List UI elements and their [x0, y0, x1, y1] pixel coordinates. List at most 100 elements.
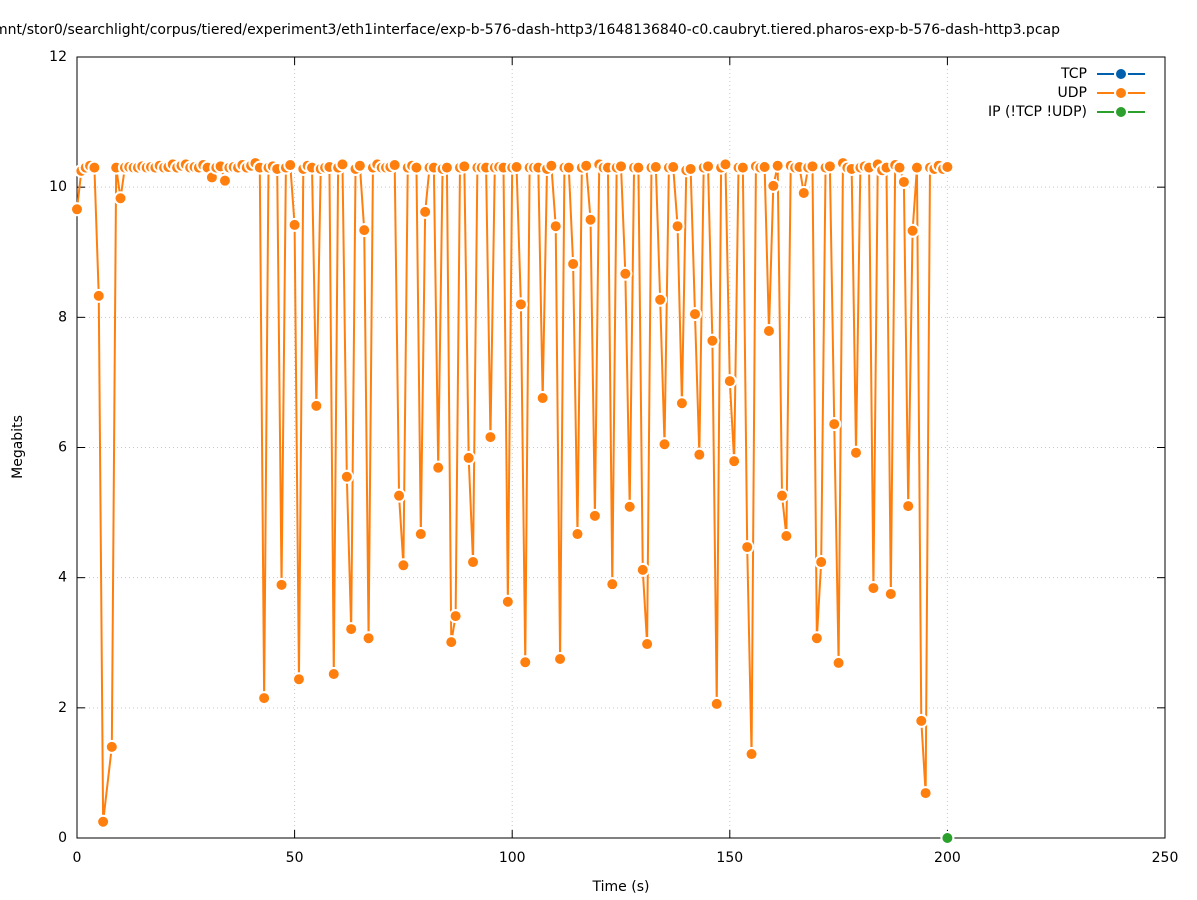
data-point: [692, 447, 707, 462]
data-point: [439, 160, 454, 175]
data-point: [779, 529, 794, 544]
data-point: [709, 696, 724, 711]
data-point: [814, 555, 829, 570]
data-point: [892, 160, 907, 175]
y-tick-label: 6: [58, 440, 67, 456]
y-tick-label: 10: [49, 179, 67, 195]
data-point: [287, 217, 302, 232]
data-point: [566, 256, 581, 271]
data-point: [513, 297, 528, 312]
data-point: [357, 223, 372, 238]
data-point: [561, 160, 576, 175]
data-point: [339, 469, 354, 484]
data-point: [618, 266, 633, 281]
x-tick-label: 250: [1152, 850, 1179, 866]
data-point: [544, 158, 559, 173]
data-point: [583, 212, 598, 227]
data-point: [587, 508, 602, 523]
data-point: [361, 631, 376, 646]
data-point: [757, 159, 772, 174]
x-tick-label: 0: [73, 850, 82, 866]
data-point: [87, 160, 102, 175]
data-point: [883, 586, 898, 601]
data-point: [291, 672, 306, 687]
data-point: [640, 637, 655, 652]
data-point: [940, 159, 955, 174]
data-point: [344, 622, 359, 637]
data-point: [674, 396, 689, 411]
data-point: [670, 219, 685, 234]
data-point: [653, 292, 668, 307]
y-tick-label: 4: [58, 570, 67, 586]
x-axis-label: Time (s): [592, 879, 650, 895]
data-point: [722, 374, 737, 389]
data-point: [553, 652, 568, 667]
data-point: [91, 288, 106, 303]
data-point: [701, 159, 716, 174]
y-tick-label: 8: [58, 309, 67, 325]
data-point: [309, 398, 324, 413]
data-point: [901, 499, 916, 514]
data-point: [418, 204, 433, 219]
data-point: [775, 488, 790, 503]
data-point: [217, 173, 232, 188]
data-point: [605, 577, 620, 592]
data-point: [570, 527, 585, 542]
y-axis-label: Megabits: [10, 415, 26, 479]
data-point: [500, 594, 515, 609]
data-point: [909, 160, 924, 175]
data-point: [657, 437, 672, 452]
data-point: [683, 161, 698, 176]
data-point: [727, 454, 742, 469]
data-point: [666, 159, 681, 174]
data-point: [705, 333, 720, 348]
data-point: [548, 219, 563, 234]
data-point: [914, 713, 929, 728]
data-point: [352, 158, 367, 173]
data-point: [96, 814, 111, 829]
data-point: [735, 160, 750, 175]
data-point: [283, 158, 298, 173]
data-point: [483, 430, 498, 445]
data-point: [940, 831, 955, 845]
data-point: [740, 540, 755, 555]
data-point: [431, 460, 446, 475]
y-tick-label: 2: [58, 700, 67, 716]
data-point: [466, 555, 481, 570]
data-point: [70, 202, 84, 217]
legend-label: UDP: [1058, 85, 1087, 101]
data-point: [866, 581, 881, 596]
data-point: [274, 577, 289, 592]
data-point: [766, 178, 781, 193]
data-point: [326, 666, 341, 681]
data-point: [409, 160, 424, 175]
data-point: [822, 159, 837, 174]
data-point: [631, 160, 646, 175]
data-point: [718, 157, 733, 172]
data-point: [770, 158, 785, 173]
data-point: [744, 747, 759, 762]
x-tick-label: 100: [499, 850, 526, 866]
data-point: [509, 159, 524, 174]
data-point: [444, 635, 459, 650]
legend-label: IP (!TCP !UDP): [988, 104, 1087, 120]
data-point: [809, 631, 824, 646]
data-point: [827, 417, 842, 432]
data-point: [104, 739, 119, 754]
data-point: [257, 691, 272, 706]
data-point: [448, 609, 463, 624]
data-point: [831, 655, 846, 670]
x-tick-label: 200: [934, 850, 961, 866]
legend-marker: [1114, 86, 1128, 100]
data-point: [805, 159, 820, 174]
chart-title: mnt/stor0/searchlight/corpus/tiered/expe…: [0, 22, 1060, 38]
data-point: [461, 450, 476, 465]
legend-marker: [1114, 67, 1128, 81]
data-point: [614, 159, 628, 174]
data-point: [335, 157, 350, 172]
data-point: [849, 445, 864, 460]
data-point: [579, 158, 594, 173]
data-point: [392, 488, 407, 503]
